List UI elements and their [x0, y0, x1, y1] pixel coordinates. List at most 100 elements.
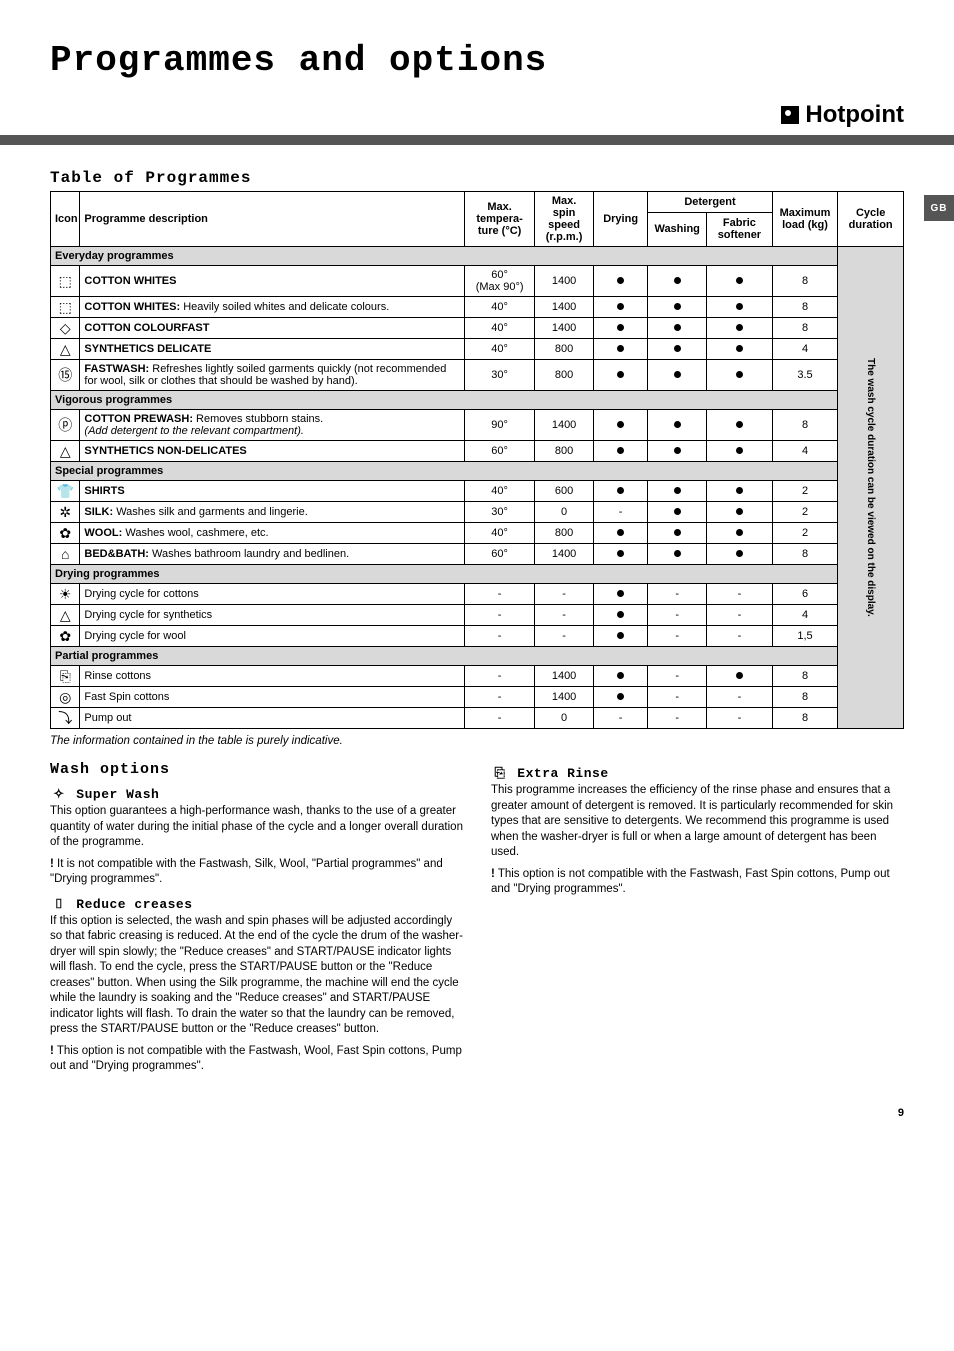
- table-cell: -: [707, 687, 773, 708]
- table-cell: -: [648, 687, 707, 708]
- table-cell: 1400: [535, 266, 594, 297]
- table-cell: [707, 666, 773, 687]
- table-cell: 8: [772, 297, 838, 318]
- table-cell: -: [535, 626, 594, 647]
- table-cell: BED&BATH: Washes bathroom laundry and be…: [80, 544, 465, 565]
- table-cell: ⤵: [51, 708, 80, 729]
- table-cell: [593, 410, 647, 441]
- table-cell: 1400: [535, 318, 594, 339]
- page-number: 9: [50, 1107, 904, 1119]
- table-cell: ⌂: [51, 544, 80, 565]
- option-warning: ! This option is not compatible with the…: [491, 867, 904, 898]
- table-cell: 30°: [465, 502, 535, 523]
- table-cell: Fast Spin cottons: [80, 687, 465, 708]
- table-cell: [707, 266, 773, 297]
- table-cell: 800: [535, 360, 594, 391]
- th-load: Maximum load (kg): [772, 192, 838, 247]
- th-fabric: Fabric softener: [707, 212, 773, 246]
- table-cell: COTTON PREWASH: Removes stubborn stains.…: [80, 410, 465, 441]
- table-cell: COTTON COLOURFAST: [80, 318, 465, 339]
- table-cell: △: [51, 441, 80, 462]
- table-cell: [707, 544, 773, 565]
- table-cell: 8: [772, 708, 838, 729]
- brand-logo-icon: [781, 106, 799, 124]
- table-cell: [593, 584, 647, 605]
- table-cell: 800: [535, 523, 594, 544]
- table-cell: -: [707, 605, 773, 626]
- table-cell: -: [707, 584, 773, 605]
- table-cell: [707, 360, 773, 391]
- programmes-table: Icon Programme description Max. tempera-…: [50, 191, 904, 729]
- table-cell: WOOL: Washes wool, cashmere, etc.: [80, 523, 465, 544]
- table-cell: [593, 626, 647, 647]
- table-cell: -: [648, 666, 707, 687]
- page-title: Programmes and options: [50, 40, 904, 81]
- table-cell: FASTWASH: Refreshes lightly soiled garme…: [80, 360, 465, 391]
- table-cell: [593, 605, 647, 626]
- table-cell: [648, 523, 707, 544]
- table-cell: [707, 339, 773, 360]
- table-cell: [648, 318, 707, 339]
- table-cell: -: [648, 626, 707, 647]
- table-cell: ✿: [51, 523, 80, 544]
- table-cell: [707, 410, 773, 441]
- table-cell: ⓟ: [51, 410, 80, 441]
- table-cell: 40°: [465, 523, 535, 544]
- table-cell: 8: [772, 266, 838, 297]
- table-cell: 8: [772, 544, 838, 565]
- table-cell: [707, 523, 773, 544]
- brand-name: Hotpoint: [805, 101, 904, 129]
- table-cell: 1400: [535, 666, 594, 687]
- option-heading: ✧ Super Wash: [50, 786, 463, 802]
- table-cell: [593, 297, 647, 318]
- table-cell: 4: [772, 441, 838, 462]
- table-cell: -: [648, 708, 707, 729]
- table-cell: -: [593, 502, 647, 523]
- group-header: Everyday programmes: [51, 247, 838, 266]
- table-cell: 800: [535, 339, 594, 360]
- table-cell: ✲: [51, 502, 80, 523]
- th-washing: Washing: [648, 212, 707, 246]
- table-cell: -: [465, 687, 535, 708]
- table-cell: 40°: [465, 318, 535, 339]
- group-header: Special programmes: [51, 462, 838, 481]
- table-cell: [593, 523, 647, 544]
- table-cell: SILK: Washes silk and garments and linge…: [80, 502, 465, 523]
- group-header: Drying programmes: [51, 565, 838, 584]
- table-cell: Drying cycle for wool: [80, 626, 465, 647]
- table-cell: 1400: [535, 297, 594, 318]
- table-cell: ⬚: [51, 266, 80, 297]
- table-cell: 4: [772, 605, 838, 626]
- option-body: If this option is selected, the wash and…: [50, 914, 463, 1038]
- option-body: This option guarantees a high-performanc…: [50, 804, 463, 851]
- table-cell: [593, 339, 647, 360]
- th-detergent: Detergent: [648, 192, 772, 213]
- table-cell: [593, 666, 647, 687]
- table-cell: △: [51, 605, 80, 626]
- table-cell: [648, 441, 707, 462]
- table-cell: SHIRTS: [80, 481, 465, 502]
- table-cell: -: [593, 708, 647, 729]
- table-cell: 1,5: [772, 626, 838, 647]
- table-cell: 600: [535, 481, 594, 502]
- table-cell: [593, 687, 647, 708]
- table-cell: 0: [535, 502, 594, 523]
- table-cell: -: [648, 584, 707, 605]
- table-cell: [593, 318, 647, 339]
- table-cell: Rinse cottons: [80, 666, 465, 687]
- table-cell: 8: [772, 687, 838, 708]
- table-cell: 2: [772, 502, 838, 523]
- table-cell: 40°: [465, 481, 535, 502]
- option-body: This programme increases the efficiency …: [491, 783, 904, 861]
- table-cell: 60° (Max 90°): [465, 266, 535, 297]
- table-cell: 8: [772, 666, 838, 687]
- divider-band: [0, 135, 954, 145]
- table-cell: [707, 481, 773, 502]
- option-heading: ⌷ Reduce creases: [50, 896, 463, 912]
- table-cell: [593, 544, 647, 565]
- wash-options-title: Wash options: [50, 761, 463, 778]
- table-cell: Drying cycle for cottons: [80, 584, 465, 605]
- table-section-title: Table of Programmes: [50, 169, 904, 187]
- option-icon: ⎘: [491, 765, 509, 781]
- group-header: Partial programmes: [51, 647, 838, 666]
